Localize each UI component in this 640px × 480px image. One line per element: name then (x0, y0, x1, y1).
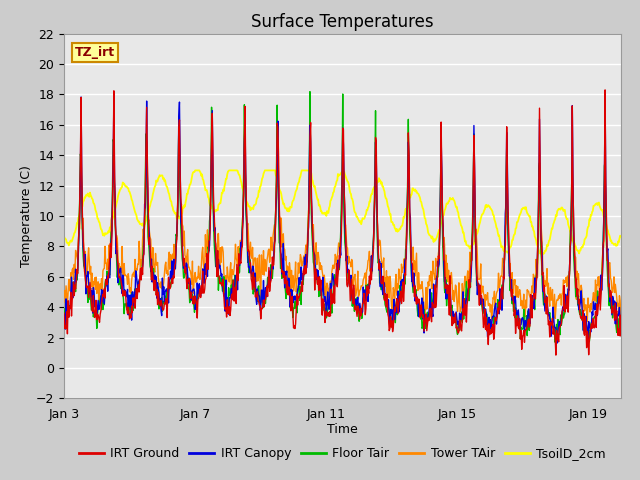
Y-axis label: Temperature (C): Temperature (C) (20, 165, 33, 267)
IRT Canopy (396, 297, 404, 302)
Floor Tair (486, 324, 494, 330)
TsoilD_2cm (349, 199, 357, 204)
IRT Canopy (60, 316, 68, 322)
TsoilD_2cm (124, 185, 131, 191)
IRT Canopy (77, 94, 85, 100)
TsoilD_2cm (617, 233, 625, 239)
TsoilD_2cm (486, 205, 494, 211)
IRT Ground (60, 310, 68, 316)
Tower TAir (135, 239, 143, 244)
Tower TAir (60, 293, 68, 299)
TsoilD_2cm (191, 168, 199, 173)
Floor Tair (396, 282, 404, 288)
Floor Tair (124, 300, 131, 306)
Tower TAir (124, 281, 131, 287)
TsoilD_2cm (396, 226, 404, 232)
Floor Tair (552, 339, 559, 345)
Tower TAir (396, 277, 404, 283)
IRT Ground (124, 311, 131, 316)
IRT Ground (173, 237, 180, 242)
Tower TAir (173, 212, 181, 218)
Tower TAir (143, 139, 150, 144)
Line: IRT Canopy: IRT Canopy (64, 97, 621, 343)
Floor Tair (60, 306, 68, 312)
Floor Tair (349, 296, 357, 302)
IRT Canopy (124, 312, 132, 318)
Floor Tair (135, 281, 143, 287)
Line: IRT Ground: IRT Ground (64, 90, 621, 355)
Line: Tower TAir: Tower TAir (64, 142, 621, 322)
IRT Ground (486, 332, 493, 337)
X-axis label: Time: Time (327, 422, 358, 435)
Tower TAir (584, 319, 591, 324)
Title: Surface Temperatures: Surface Temperatures (251, 12, 434, 31)
IRT Canopy (554, 340, 561, 346)
Floor Tair (306, 89, 314, 95)
Line: TsoilD_2cm: TsoilD_2cm (64, 170, 621, 255)
IRT Ground (135, 289, 143, 295)
IRT Ground (348, 295, 356, 300)
IRT Ground (396, 293, 403, 299)
TsoilD_2cm (173, 216, 180, 221)
TsoilD_2cm (538, 252, 546, 258)
IRT Ground (552, 352, 560, 358)
IRT Canopy (617, 328, 625, 334)
IRT Canopy (349, 291, 357, 297)
Line: Floor Tair: Floor Tair (64, 92, 621, 342)
TsoilD_2cm (135, 219, 143, 225)
IRT Canopy (173, 215, 181, 220)
Floor Tair (617, 330, 625, 336)
Tower TAir (349, 283, 357, 288)
Tower TAir (617, 314, 625, 320)
IRT Ground (617, 333, 625, 339)
TsoilD_2cm (60, 233, 68, 239)
Tower TAir (486, 309, 494, 315)
Legend: IRT Ground, IRT Canopy, Floor Tair, Tower TAir, TsoilD_2cm: IRT Ground, IRT Canopy, Floor Tair, Towe… (74, 442, 611, 465)
IRT Canopy (136, 276, 143, 282)
IRT Canopy (486, 317, 494, 323)
IRT Ground (601, 87, 609, 93)
Text: TZ_irt: TZ_irt (75, 47, 115, 60)
Floor Tair (173, 233, 180, 239)
